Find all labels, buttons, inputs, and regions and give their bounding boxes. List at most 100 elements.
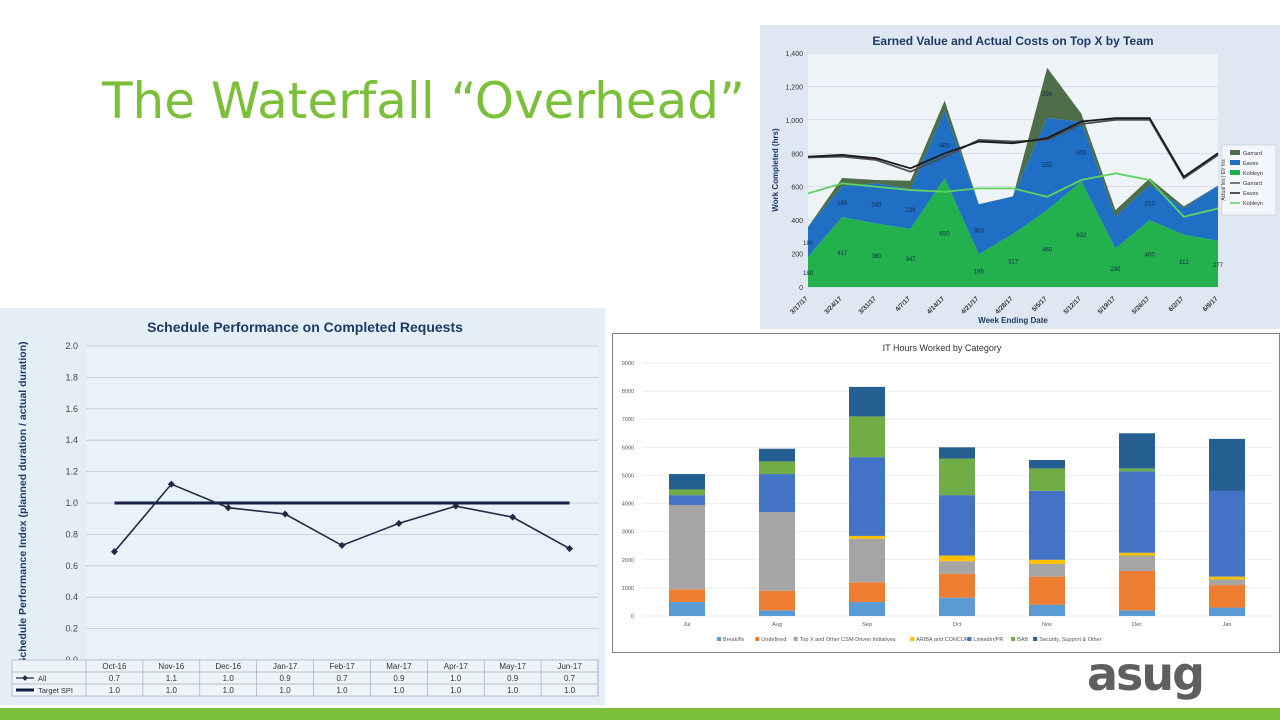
x-tick-label: Jan-17: [273, 662, 298, 671]
table-cell: 0.7: [336, 674, 348, 683]
legend-label: Kobleyn: [1243, 201, 1263, 207]
bar-segment: [1209, 585, 1245, 608]
bar-segment: [1119, 571, 1155, 611]
bar-segment: [939, 573, 975, 598]
bar-segment: [669, 495, 705, 505]
bar-segment: [669, 589, 705, 602]
bar-segment: [1029, 563, 1065, 577]
bar-segment: [1029, 576, 1065, 605]
table-cell: 1.0: [223, 686, 235, 695]
x-tick-label: Nov-16: [158, 662, 184, 671]
legend-swatch: [1033, 637, 1038, 641]
data-label: 552: [1042, 163, 1053, 169]
y-tick-label: 1000: [622, 586, 634, 592]
y-tick-label: 1.2: [65, 467, 78, 477]
bar-segment: [759, 448, 795, 462]
bar-segment: [1209, 576, 1245, 580]
x-tick-label: Jul: [683, 622, 690, 628]
y-tick-label: 2000: [622, 558, 634, 564]
data-label: 195: [974, 270, 985, 276]
y-tick-label: 0: [631, 614, 634, 620]
y-tick-label: 3000: [622, 530, 634, 536]
x-tick-label: Mar-17: [386, 662, 412, 671]
bottom-accent-bar: [0, 708, 1280, 720]
bar-segment: [1209, 579, 1245, 586]
data-label: 417: [837, 251, 848, 257]
bar-segment: [759, 590, 795, 611]
legend-label: LinkedIn/PR: [973, 637, 1003, 643]
data-label: 185: [837, 201, 848, 207]
table-cell: 1.0: [450, 686, 462, 695]
data-label: 650: [940, 232, 951, 238]
area-series-eaves: [808, 110, 1218, 257]
legend-label: Eaves: [1243, 191, 1259, 197]
bar-segment: [939, 447, 975, 459]
chart-title: Earned Value and Actual Costs on Top X b…: [872, 34, 1153, 48]
x-tick-label: Nov: [1042, 622, 1052, 628]
table-cell: 1.0: [109, 686, 121, 695]
table-cell: 0.9: [393, 674, 405, 683]
slide-title: The Waterfall “Overhead”: [102, 72, 745, 130]
bar-segment: [849, 538, 885, 583]
data-label: 180: [803, 241, 814, 247]
bar-segment: [849, 416, 885, 458]
y-tick-label: 200: [791, 252, 803, 259]
data-label: 632: [1076, 233, 1087, 239]
y-tick-label: 6000: [622, 445, 634, 451]
legend-swatch: [1230, 170, 1240, 175]
data-label: 240: [871, 202, 882, 208]
y-tick-label: 1,000: [785, 118, 803, 125]
bar-segment: [759, 461, 795, 475]
earned-value-chart: Earned Value and Actual Costs on Top X b…: [760, 25, 1280, 329]
legend-label: ARIBA and CONCUR: [916, 637, 969, 643]
bar-segment: [849, 582, 885, 602]
bar-segment: [1119, 610, 1155, 616]
legend-label: Garrard: [1243, 151, 1262, 157]
bar-segment: [939, 495, 975, 556]
y-tick-label: 1.8: [65, 372, 78, 382]
y-tick-label: 4000: [622, 502, 634, 508]
schedule-performance-chart-svg: Schedule Performance on Completed Reques…: [0, 308, 605, 705]
legend-swatch: [1011, 637, 1016, 641]
y-axis-label: Schedule Performance Index (planned dura…: [17, 341, 29, 664]
data-label: 355: [1076, 151, 1087, 157]
table-cell: 1.0: [166, 686, 178, 695]
x-tick-label: Apr-17: [444, 662, 469, 671]
y-tick-label: 1.0: [65, 498, 78, 508]
legend-swatch: [793, 637, 798, 641]
svg-text:asug: asug: [1087, 650, 1203, 700]
y-tick-label: 0.4: [65, 592, 78, 602]
data-label: 298: [1042, 92, 1053, 98]
table-row-label: Target SPI: [38, 686, 73, 695]
area-series-garrard: [808, 67, 1218, 227]
bar-segment: [669, 474, 705, 490]
table-cell: 1.1: [166, 674, 178, 683]
bar-segment: [669, 601, 705, 616]
data-label: 180: [803, 271, 814, 277]
asug-logo: asug: [1085, 647, 1235, 701]
bar-segment: [1029, 559, 1065, 564]
spi-point: [281, 510, 289, 518]
table-cell: 0.9: [280, 674, 292, 683]
data-label: 230: [1110, 267, 1121, 273]
spi-point: [338, 541, 346, 549]
chart-title: IT Hours Worked by Category: [883, 343, 1002, 353]
data-label: 460: [1042, 248, 1053, 254]
bar-segment: [1119, 471, 1155, 553]
x-tick-label: Feb-17: [329, 662, 355, 671]
bar-segment: [1119, 555, 1155, 572]
x-tick-label: Aug: [772, 622, 782, 628]
data-label: 277: [1213, 263, 1224, 269]
legend-group-label: Actual hrs | EV hrs: [1221, 159, 1227, 201]
table-cell: 1.0: [336, 686, 348, 695]
it-hours-chart-svg: IT Hours Worked by Category 0 1000 2000 3000…: [612, 333, 1280, 653]
table-cell: 1.0: [507, 686, 519, 695]
x-tick-label: Sep: [862, 622, 872, 628]
bar-segment: [1119, 433, 1155, 469]
bar-segment: [849, 535, 885, 539]
y-tick-label: 0.2: [65, 624, 78, 634]
chart-title: Schedule Performance on Completed Reques…: [147, 319, 463, 335]
table-cell: 0.7: [109, 674, 121, 683]
table-legend-marker: [22, 675, 28, 681]
y-tick-label: 5000: [622, 473, 634, 479]
